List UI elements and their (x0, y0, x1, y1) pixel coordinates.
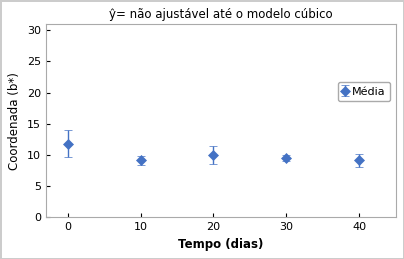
Legend: Média: Média (338, 82, 390, 101)
Title: ŷ= não ajustável até o modelo cúbico: ŷ= não ajustável até o modelo cúbico (109, 8, 332, 21)
X-axis label: Tempo (dias): Tempo (dias) (178, 238, 263, 251)
Y-axis label: Coordenada (b*): Coordenada (b*) (8, 72, 21, 169)
